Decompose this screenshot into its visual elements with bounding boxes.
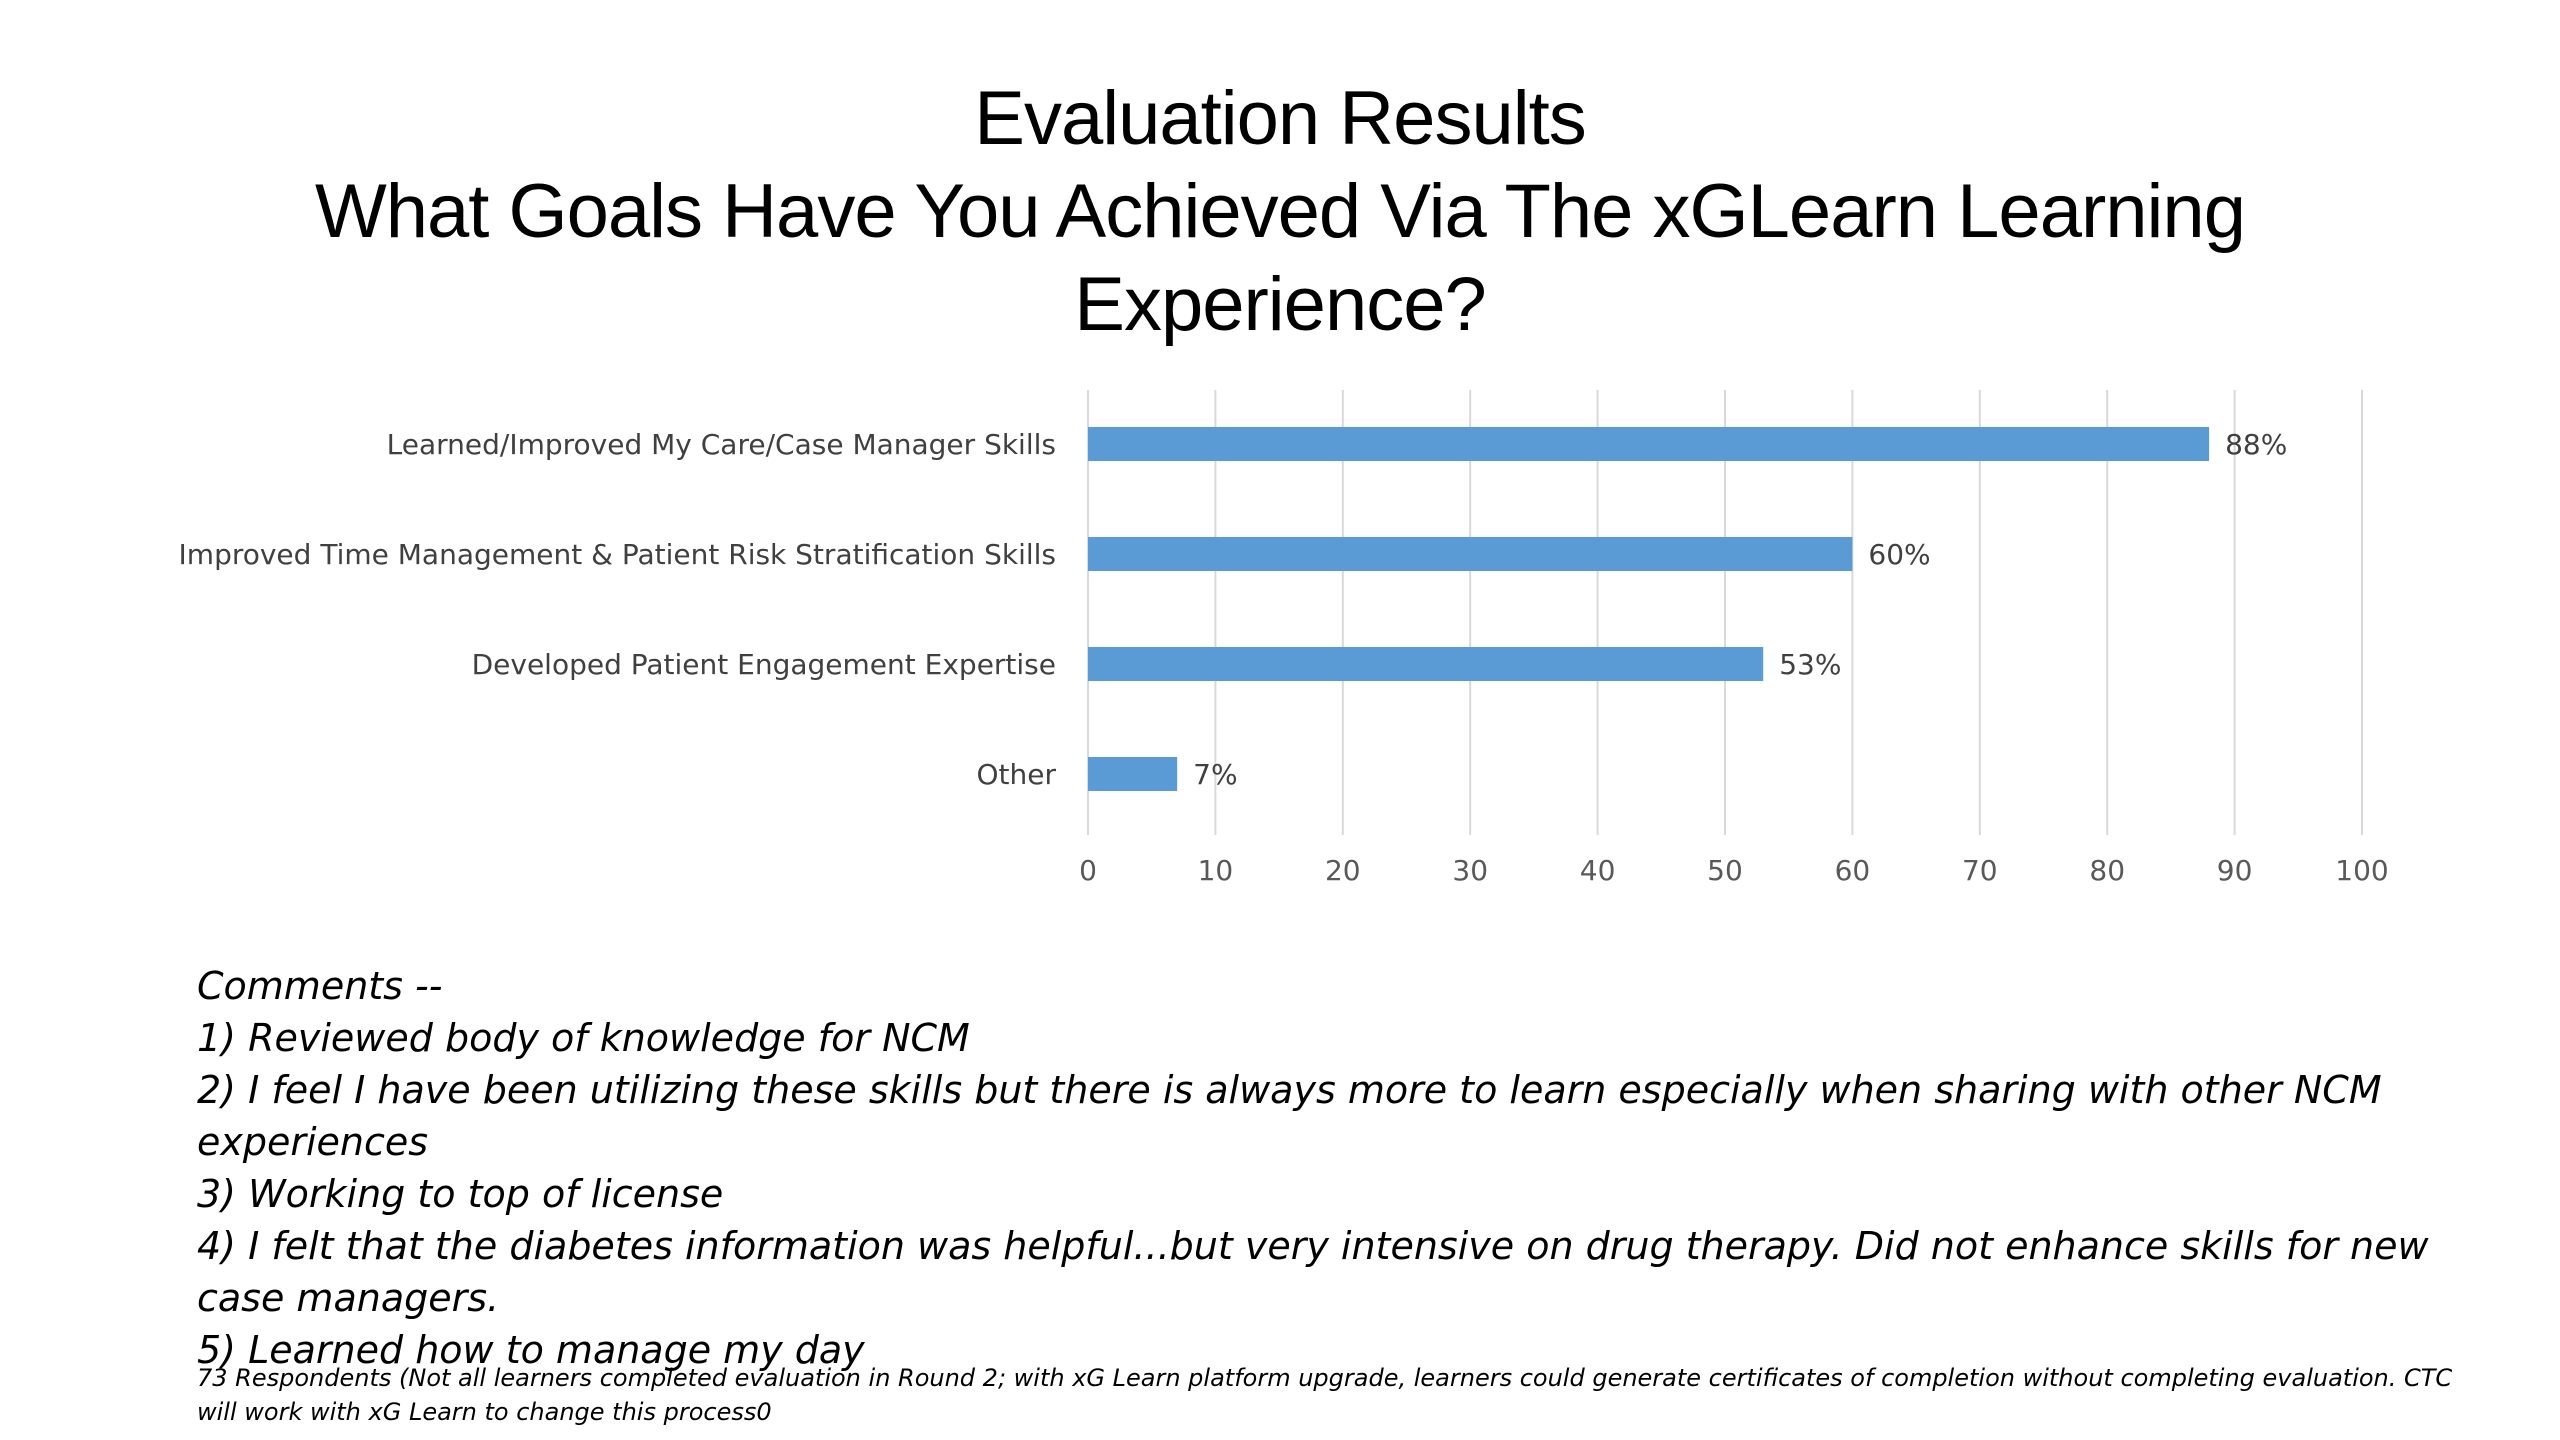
x-tick-label: 10 xyxy=(1198,854,1234,887)
footnote: 73 Respondents (Not all learners complet… xyxy=(197,1364,2453,1426)
category-label: Learned/Improved My Care/Case Manager Sk… xyxy=(387,428,1056,461)
bar-chart: 0 10 20 30 40 50 60 70 80 90 100 Learned/Improved M… xyxy=(179,390,2389,887)
x-tick-label: 0 xyxy=(1079,854,1097,887)
bar xyxy=(1088,427,2210,461)
x-tick-label: 20 xyxy=(1325,854,1361,887)
bar xyxy=(1088,647,1764,681)
x-tick-label: 70 xyxy=(1962,854,1998,887)
data-label: 88% xyxy=(2225,428,2287,461)
category-label: Other xyxy=(976,758,1056,791)
x-tick-label: 40 xyxy=(1580,854,1616,887)
bar xyxy=(1088,757,1178,791)
x-tick-label: 80 xyxy=(2089,854,2125,887)
comments-block: Comments -- 1) Reviewed body of knowledg… xyxy=(197,960,2447,1376)
x-tick-label: 90 xyxy=(2217,854,2253,887)
x-tick-label: 30 xyxy=(1452,854,1488,887)
comment-item-4: 4) I felt that the diabetes information … xyxy=(197,1224,2429,1320)
data-label: 60% xyxy=(1868,538,1930,571)
x-tick-label: 60 xyxy=(1835,854,1871,887)
comment-item-1: 1) Reviewed body of knowledge for NCM xyxy=(197,1016,970,1060)
title-line-2: What Goals Have You Achieved Via The xGL… xyxy=(315,169,2246,254)
category-label: Improved Time Management & Patient Risk … xyxy=(179,538,1056,571)
x-tick-label: 50 xyxy=(1707,854,1743,887)
comment-item-3: 3) Working to top of license xyxy=(197,1172,724,1216)
bar xyxy=(1088,537,1853,571)
category-label: Developed Patient Engagement Expertise xyxy=(472,648,1056,681)
data-label: 53% xyxy=(1779,648,1841,681)
x-tick-label: 100 xyxy=(2335,854,2388,887)
chart-title: Evaluation Results What Goals Have You A… xyxy=(260,72,2300,351)
comment-item-5: 5) Learned how to manage my day xyxy=(197,1328,865,1372)
data-label: 7% xyxy=(1193,758,1237,791)
comments-heading: Comments -- xyxy=(197,964,443,1008)
comment-item-2: 2) I feel I have been utilizing these sk… xyxy=(197,1068,2382,1164)
title-line-1: Evaluation Results xyxy=(974,76,1586,161)
title-line-3: Experience? xyxy=(1074,262,1487,347)
